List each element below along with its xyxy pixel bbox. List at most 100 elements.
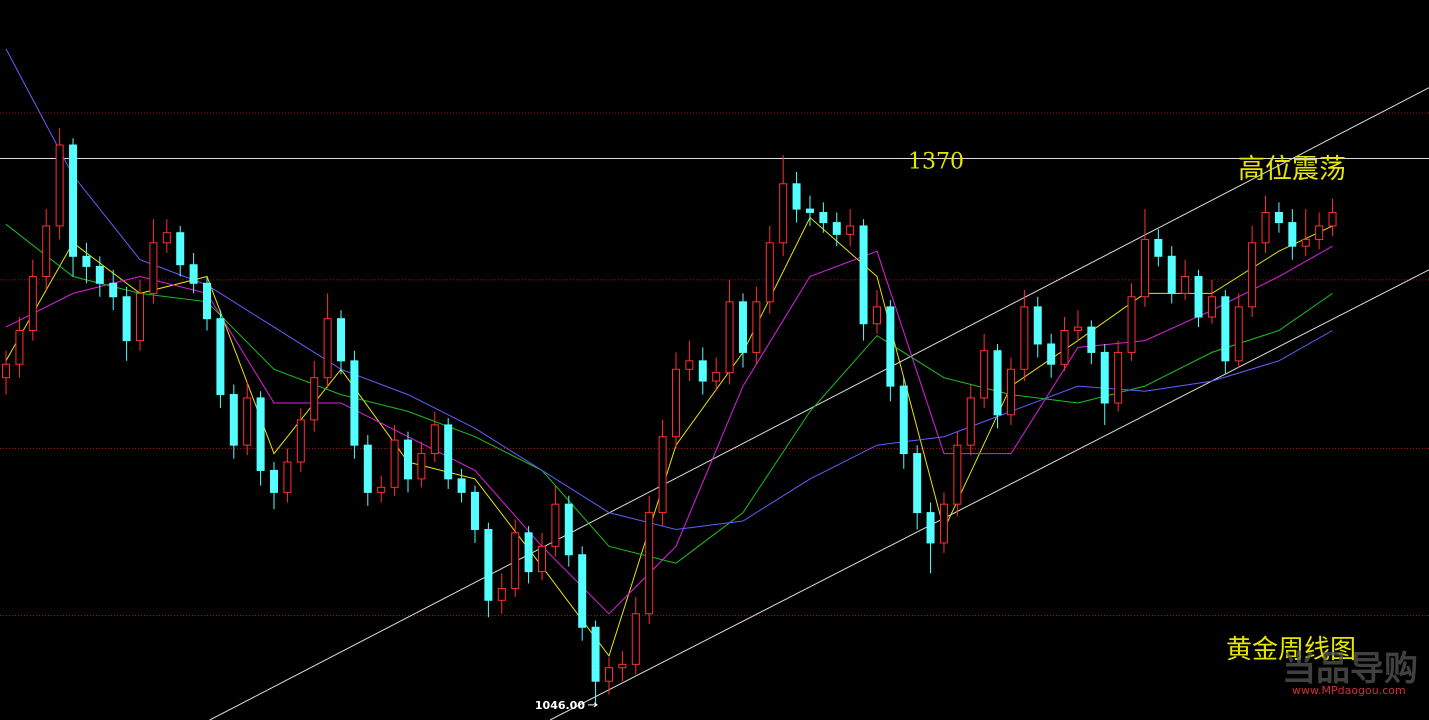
candle-body — [1100, 351, 1109, 404]
candle-body — [109, 282, 118, 298]
candle-body — [899, 385, 908, 455]
candle-body — [1315, 225, 1324, 240]
candle-body — [872, 306, 881, 325]
candle-body — [42, 225, 51, 278]
watermark-url: www.MPdaogou.com — [1292, 684, 1406, 697]
candle-body — [403, 439, 412, 480]
candle-body — [859, 225, 868, 325]
candle-body — [913, 453, 922, 514]
candle-body — [15, 329, 24, 365]
candle-body — [1060, 329, 1069, 365]
low-label: 1046.00 — [535, 699, 585, 712]
candle-body — [256, 397, 265, 471]
candle-body — [886, 306, 895, 387]
candle-body — [122, 296, 131, 342]
candle-body — [658, 436, 667, 514]
moving-average — [5, 48, 1333, 531]
candle-body — [698, 360, 707, 382]
candle-body — [497, 587, 506, 601]
candle-body — [203, 282, 212, 320]
candle-body — [1301, 238, 1310, 247]
candle-body — [1207, 296, 1216, 318]
candle-body — [966, 397, 975, 446]
candle-body — [1020, 306, 1029, 370]
candle-body — [846, 225, 855, 235]
candle-body — [1073, 326, 1082, 331]
candle-body — [1140, 238, 1149, 298]
candle-body — [1114, 351, 1123, 404]
candle-body — [216, 318, 225, 396]
candle-body — [1167, 255, 1176, 294]
trend-line — [549, 269, 1429, 720]
candle-body — [1181, 276, 1190, 294]
candle-body — [805, 208, 814, 213]
candle-body — [819, 211, 828, 224]
candle-body — [725, 301, 734, 374]
candle-body — [618, 663, 627, 669]
candle-body — [417, 453, 426, 480]
candle-body — [82, 255, 91, 267]
low-arrow — [588, 702, 598, 708]
watermark: 当品导购 — [1282, 649, 1418, 689]
moving-average — [5, 223, 1333, 564]
candle-body — [310, 377, 319, 421]
candle-body — [337, 318, 346, 362]
candle-body — [792, 183, 801, 210]
candle-body — [926, 512, 935, 544]
candle-body — [953, 444, 962, 505]
candle-body — [484, 528, 493, 601]
candle-body — [591, 626, 600, 682]
candles — [2, 128, 1337, 705]
candle-body — [1087, 326, 1096, 353]
candle-body — [765, 242, 774, 303]
candle-body — [1194, 276, 1203, 318]
candle-body — [1288, 222, 1297, 247]
candle-body — [1127, 296, 1136, 353]
candle-body — [993, 350, 1002, 416]
candle-body — [457, 478, 466, 493]
candle-body — [578, 554, 587, 628]
candle-body — [243, 397, 252, 446]
candle-body — [1006, 368, 1015, 416]
candle-body — [1274, 211, 1283, 224]
candle-body — [28, 276, 37, 331]
resistance-label: 1370 — [908, 150, 964, 175]
candle-body — [779, 183, 788, 244]
grid — [0, 112, 1429, 616]
annotation: 高位震荡 — [1238, 154, 1346, 185]
candle-body — [671, 368, 680, 438]
candle-body — [95, 265, 104, 284]
candle-body — [551, 503, 560, 547]
candle-body — [162, 232, 171, 244]
candle-body — [430, 424, 439, 455]
candle-body — [712, 372, 721, 382]
candle-body — [229, 394, 238, 446]
candle-body — [55, 144, 64, 227]
candle-body — [511, 532, 520, 589]
candle-body — [738, 301, 747, 353]
candle-body — [350, 360, 359, 446]
candle-body — [980, 350, 989, 399]
overlays — [0, 48, 1429, 720]
candle-body — [69, 144, 78, 257]
chart-title: 黄金周线图 — [1226, 635, 1356, 665]
candle-body — [189, 264, 198, 284]
candle-body — [604, 667, 613, 682]
candle-body — [1221, 296, 1230, 362]
candle-body — [1033, 306, 1042, 345]
candle-body — [296, 419, 305, 463]
candle-body — [444, 424, 453, 480]
candle-body — [631, 613, 640, 665]
candle-body — [564, 503, 573, 556]
candle-body — [283, 461, 292, 493]
candle-body — [1154, 238, 1163, 257]
candle-body — [1328, 211, 1337, 227]
candle-body — [470, 491, 479, 530]
candle-body — [645, 512, 654, 615]
candle-body — [136, 292, 145, 342]
candle-body — [1234, 306, 1243, 362]
candle-body — [270, 469, 279, 493]
labels: 高位震荡 黄金周线图 当品导购 www.MPdaogou.com 1370 104… — [535, 150, 1418, 712]
